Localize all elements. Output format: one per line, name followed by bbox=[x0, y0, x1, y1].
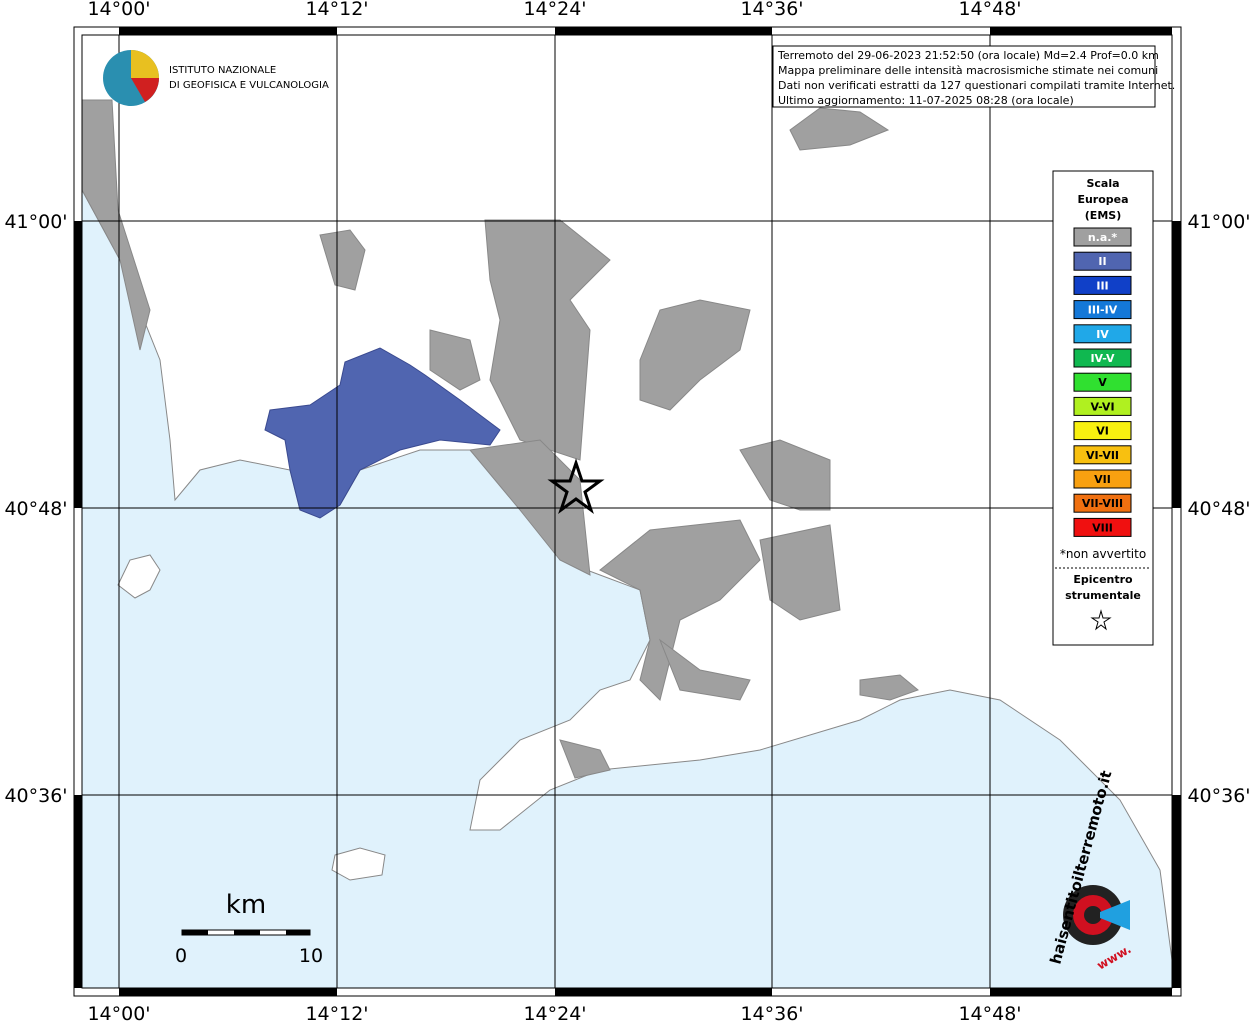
legend-label: VI bbox=[1096, 425, 1109, 438]
legend-swatch bbox=[1073, 517, 1132, 537]
island-capri bbox=[331, 847, 386, 881]
municipalities-na bbox=[81, 99, 919, 779]
legend-title: (EMS) bbox=[1085, 209, 1121, 222]
legend-swatch bbox=[1073, 396, 1132, 416]
legend-label: VIII bbox=[1092, 521, 1113, 534]
municipality-napoli bbox=[264, 347, 501, 519]
legend-swatch bbox=[1073, 227, 1132, 247]
frame bbox=[73, 26, 1182, 997]
legend-swatch bbox=[1073, 324, 1132, 344]
x-label: 14°36' bbox=[740, 0, 803, 20]
info-line: Ultimo aggiornamento: 11-07-2025 08:28 (… bbox=[778, 94, 1074, 107]
legend-swatch bbox=[1073, 251, 1132, 271]
x-label: 14°24' bbox=[523, 1003, 586, 1024]
scale-label: 10 bbox=[299, 945, 323, 967]
logo-text: DI GEOFISICA E VULCANOLOGIA bbox=[169, 80, 329, 91]
graticule bbox=[82, 35, 1172, 988]
island-ischia bbox=[117, 554, 161, 599]
scale-bar: km 0 10 bbox=[175, 890, 323, 967]
legend-label: VII-VIII bbox=[1082, 497, 1123, 510]
legend-label: III-IV bbox=[1088, 304, 1118, 317]
legend-epicenter: Epicentro bbox=[1073, 573, 1133, 586]
info-line: Dati non verificati estratti da 127 ques… bbox=[778, 79, 1175, 92]
info-box bbox=[772, 45, 1156, 108]
x-label: 14°12' bbox=[305, 0, 368, 20]
x-label: 14°12' bbox=[305, 1003, 368, 1024]
legend-note: *non avvertito bbox=[1060, 547, 1146, 561]
legend-label: IV-V bbox=[1090, 352, 1115, 365]
logo-text: ISTITUTO NAZIONALE bbox=[169, 65, 276, 76]
scale-unit: km bbox=[226, 890, 266, 920]
y-label: 41°00' bbox=[4, 211, 67, 233]
y-label: 40°48' bbox=[4, 498, 67, 520]
legend-swatch bbox=[1073, 445, 1132, 465]
info-line: Terremoto del 29-06-2023 21:52:50 (ora l… bbox=[777, 49, 1159, 62]
legend-swatch bbox=[1073, 348, 1132, 368]
x-label: 14°36' bbox=[740, 1003, 803, 1024]
legend-title: Scala bbox=[1086, 177, 1119, 190]
legend-star bbox=[1090, 609, 1112, 631]
legend-epicenter: strumentale bbox=[1065, 589, 1141, 602]
y-label: 40°36' bbox=[1187, 785, 1250, 807]
x-label: 14°00' bbox=[87, 1003, 150, 1024]
y-label: 40°48' bbox=[1187, 498, 1250, 520]
legend-label: V-VI bbox=[1090, 400, 1114, 413]
legend-swatch bbox=[1073, 493, 1132, 513]
y-label: 41°00' bbox=[1187, 211, 1250, 233]
legend-label: VI-VII bbox=[1086, 449, 1119, 462]
x-label: 14°00' bbox=[87, 0, 150, 20]
legend-label: IV bbox=[1096, 328, 1109, 341]
legend-swatch bbox=[1073, 421, 1132, 441]
x-label: 14°48' bbox=[958, 0, 1021, 20]
legend-swatch bbox=[1073, 300, 1132, 320]
info-line: Mappa preliminare delle intensità macros… bbox=[778, 64, 1158, 77]
y-label: 40°36' bbox=[4, 785, 67, 807]
legend-swatch bbox=[1073, 372, 1132, 392]
legend-label: II bbox=[1098, 255, 1106, 268]
logo-ingv: ISTITUTO NAZIONALE DI GEOFISICA E VULCAN… bbox=[103, 50, 329, 106]
x-label: 14°24' bbox=[523, 0, 586, 20]
scale-label: 0 bbox=[175, 945, 187, 967]
legend-swatch bbox=[1073, 469, 1132, 489]
legend-swatch bbox=[1073, 275, 1132, 295]
legend-label: V bbox=[1098, 376, 1107, 389]
legend-title: Europea bbox=[1077, 193, 1128, 206]
x-label: 14°48' bbox=[958, 1003, 1021, 1024]
legend-label: III bbox=[1096, 279, 1108, 292]
epicenter-star bbox=[547, 458, 605, 514]
legend-label: n.a.* bbox=[1088, 231, 1118, 244]
legend-label: VII bbox=[1094, 473, 1111, 486]
